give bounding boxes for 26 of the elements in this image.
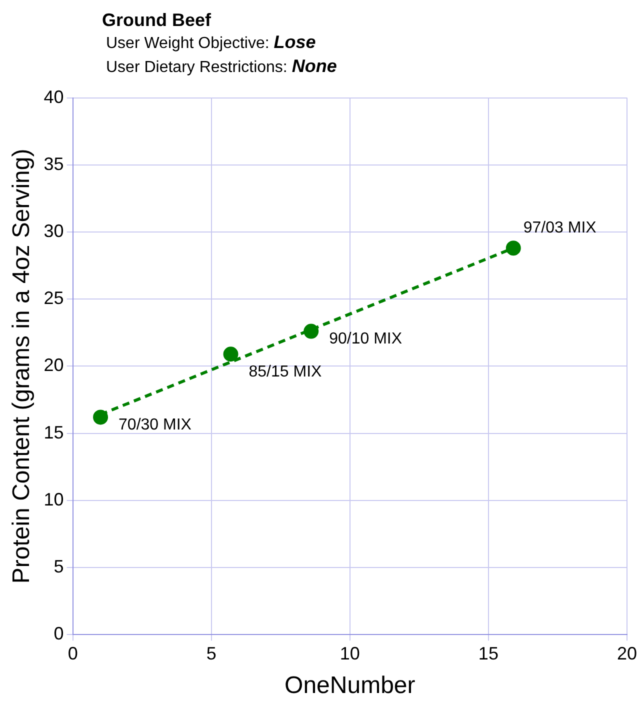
y-tick-label: 15: [44, 422, 64, 442]
chart-title: Ground Beef: [102, 9, 212, 31]
x-tick-label: 20: [616, 643, 638, 664]
x-axis-title: OneNumber: [284, 672, 416, 700]
annotation: 97/03 MIX: [523, 220, 597, 237]
chart-subtitle: User Weight Objective: Lose User Dietary Restrictions: None: [105, 31, 338, 78]
x-tick-label: 0: [68, 643, 78, 664]
y-axis-title: Protein Content (grams in a 4oz Serving): [8, 148, 36, 584]
annotation: 90/10 MIX: [329, 330, 402, 348]
point: [223, 346, 238, 362]
x-tick-label: 10: [340, 643, 360, 664]
point: [506, 240, 521, 256]
y-tick-label: 25: [44, 288, 64, 308]
point: [304, 324, 319, 339]
point: [93, 410, 108, 425]
y-tick-label: 30: [44, 220, 64, 241]
x-tick-label: 15: [478, 643, 498, 664]
y-tick-label: 20: [44, 355, 64, 376]
annotation: 85/15 MIX: [248, 364, 322, 381]
y-tick-label: 10: [44, 489, 64, 510]
y-tick-label: 40: [44, 86, 64, 107]
x-tick-label: 5: [206, 643, 216, 664]
annotation: 70/30 MIX: [118, 416, 192, 434]
y-tick-label: 35: [44, 154, 64, 174]
y-tick-label: 5: [54, 556, 64, 576]
y-tick-label: 0: [54, 624, 64, 644]
